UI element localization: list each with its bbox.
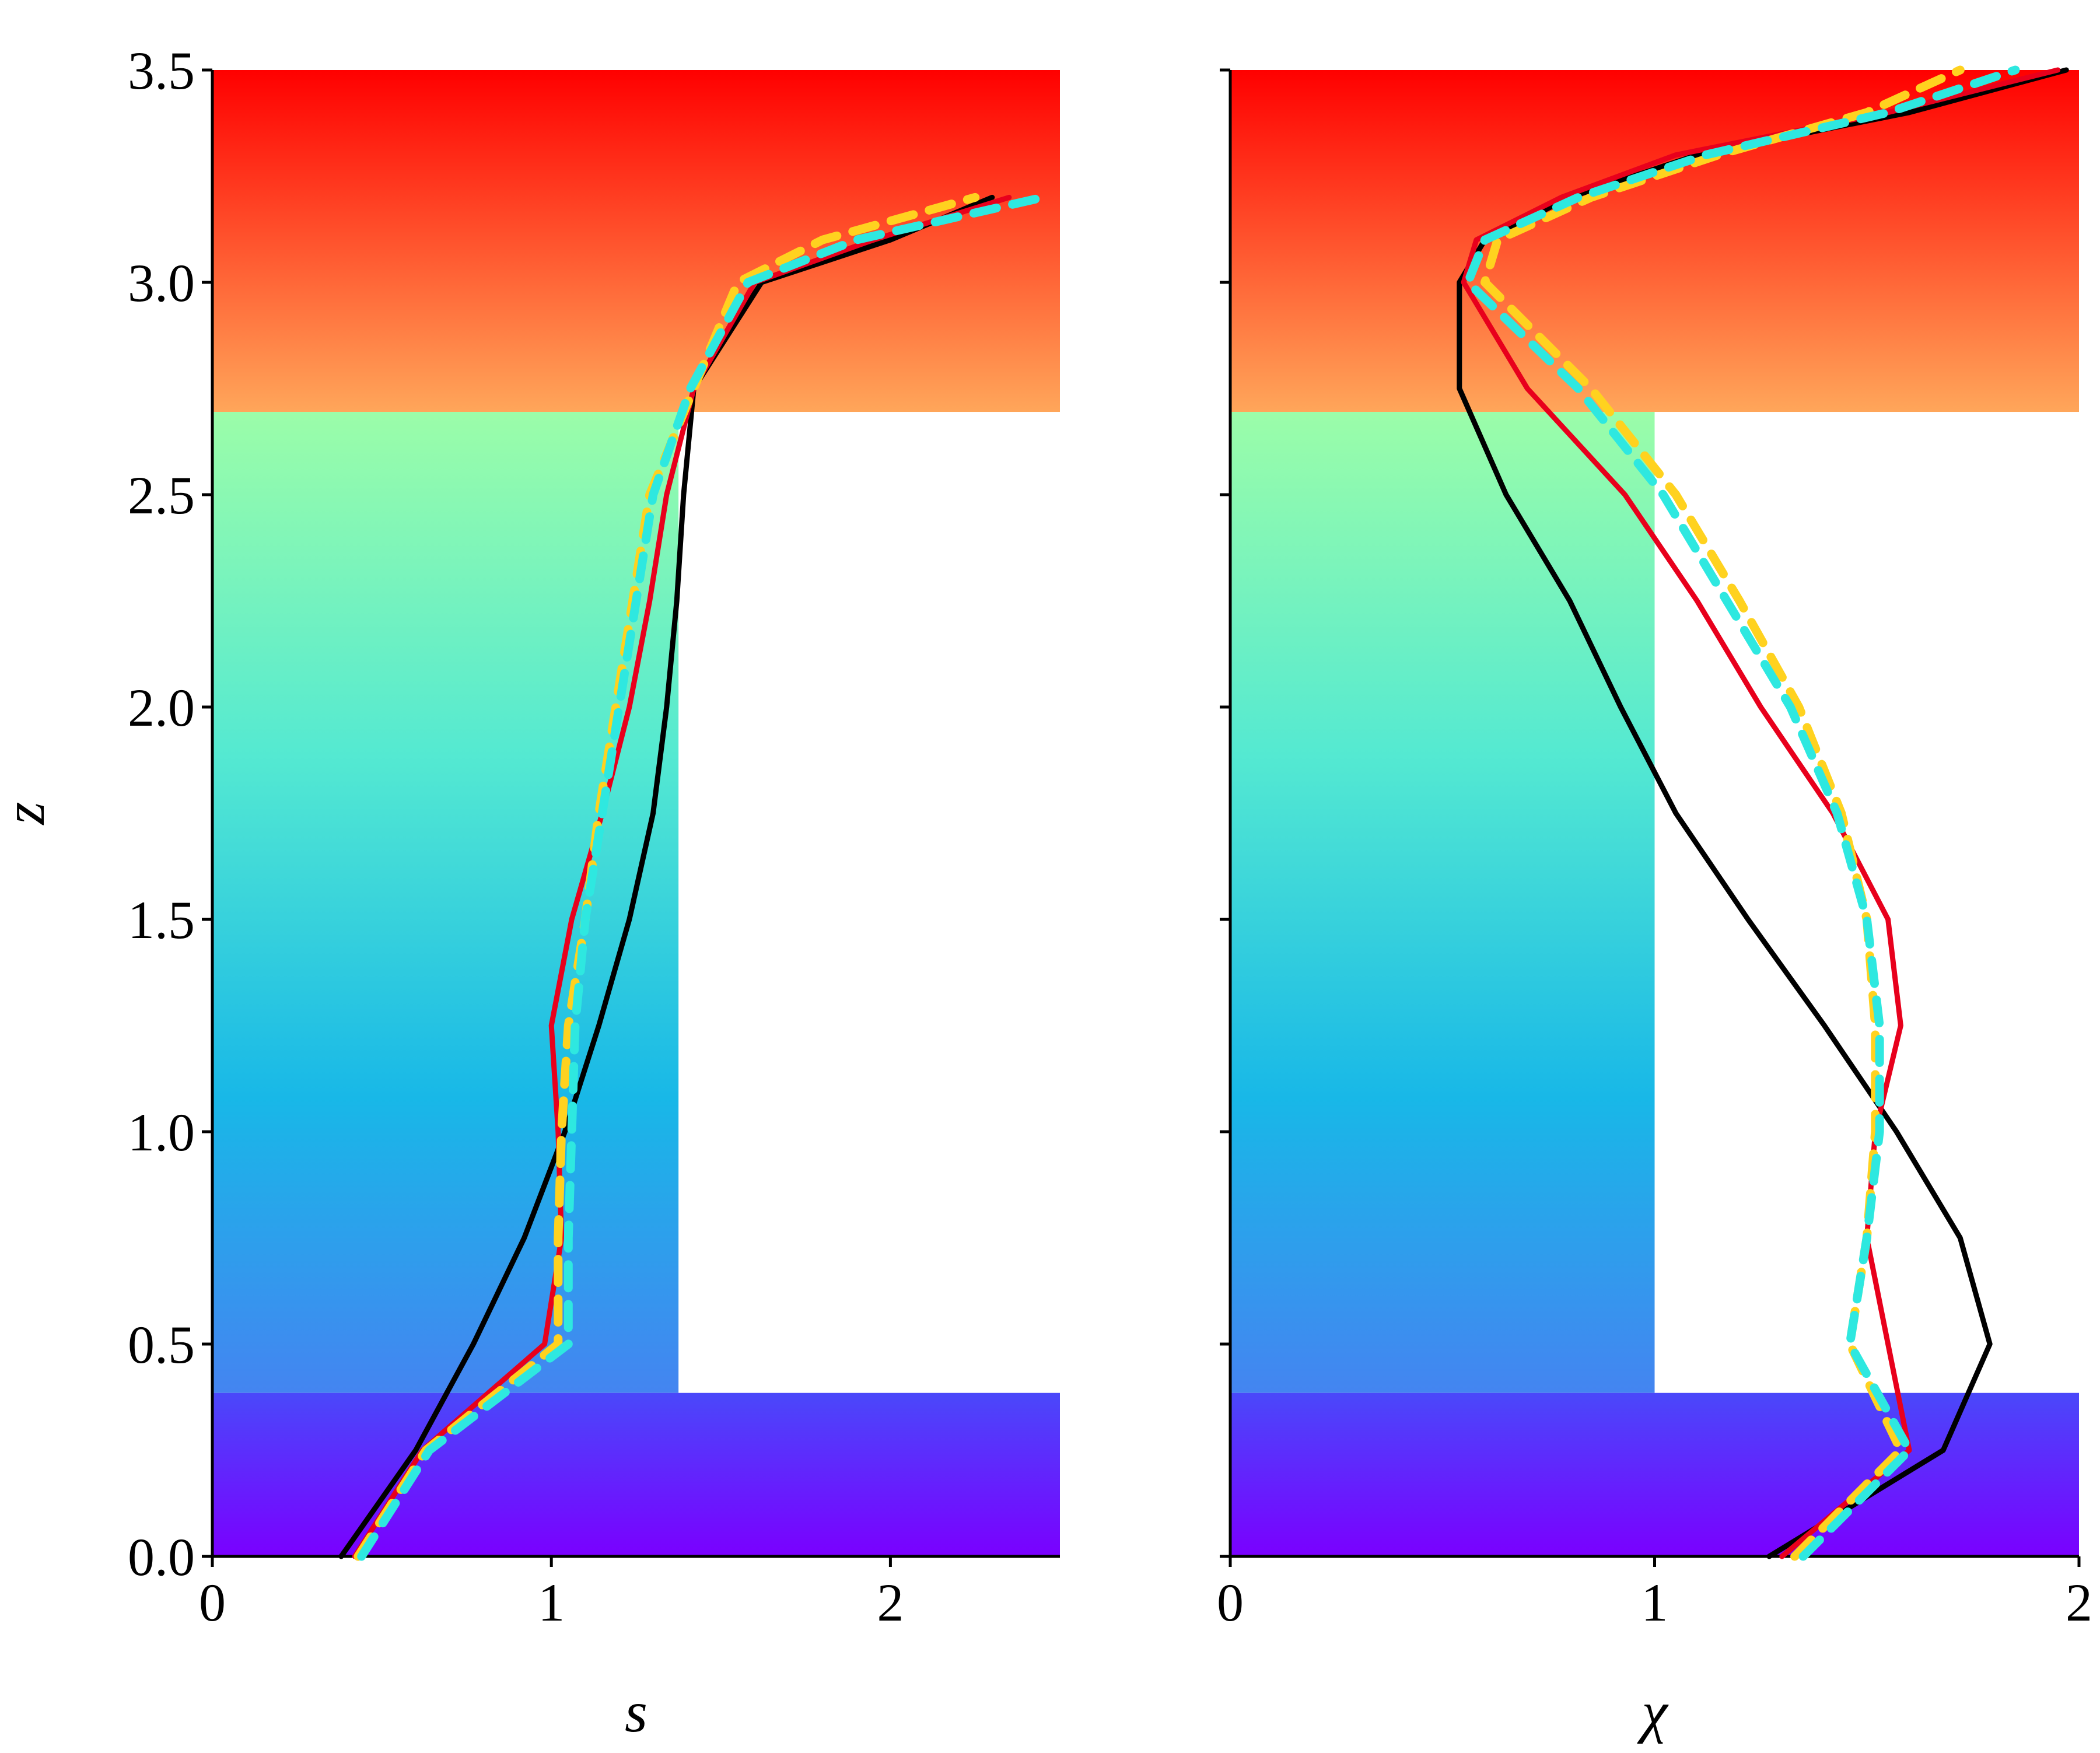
x-tick-label: 1 (538, 1573, 565, 1632)
y-axis-label: z (0, 802, 57, 826)
y-tick-label: 2.0 (128, 678, 195, 737)
background-band (212, 70, 1060, 412)
panel: 0.0 0.5 1.0 1.5 2.0 2.5 3.0 3.5 0 1 2 s z (0, 41, 1060, 1744)
x-tick-label: 0 (199, 1573, 226, 1632)
y-tick-label: 1.0 (128, 1103, 195, 1162)
background-band (212, 1392, 1060, 1556)
series-line (357, 193, 1048, 1561)
series-line (338, 194, 995, 1559)
background-band (212, 412, 679, 1393)
y-tick-label: 0.0 (128, 1527, 195, 1587)
y-tick-label: 2.5 (128, 466, 195, 525)
x-axis-label: χ (1637, 1679, 1670, 1744)
series-line (1461, 67, 2061, 1559)
background-band (1230, 412, 1655, 1393)
panel: 0 1 2 χ (1217, 65, 2092, 1744)
x-axis-label: s (625, 1679, 648, 1744)
x-tick-label: 2 (877, 1573, 904, 1632)
x-tick-label: 2 (2066, 1573, 2092, 1632)
y-tick-label: 1.5 (128, 890, 195, 950)
y-tick-label: 3.5 (128, 41, 195, 100)
background-band (1230, 70, 2079, 412)
y-tick-label: 0.5 (128, 1315, 195, 1374)
x-tick-label: 1 (1642, 1573, 1668, 1632)
series-line (1463, 65, 2020, 1561)
x-tick-label: 0 (1217, 1573, 1244, 1632)
y-tick-label: 3.0 (128, 253, 195, 313)
background-band (1230, 1392, 2079, 1556)
